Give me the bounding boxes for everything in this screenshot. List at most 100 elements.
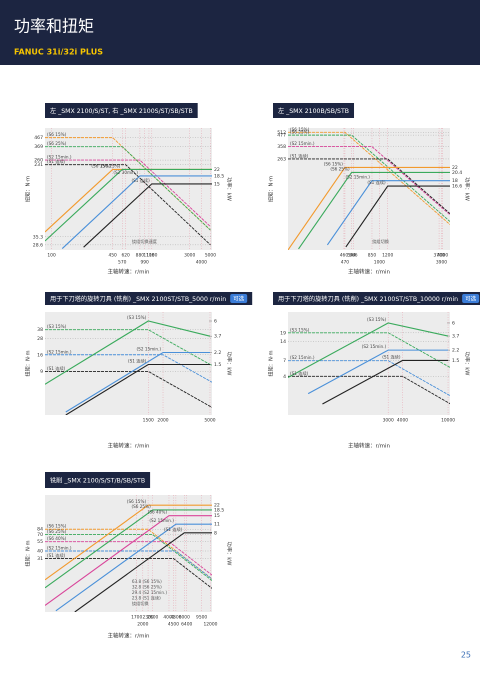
y2-tick-label: 8	[214, 530, 217, 536]
y-tick-label: 9	[40, 369, 43, 375]
y-axis-label: 扭矩：N·m	[267, 350, 275, 376]
y-tick-label: 70	[37, 532, 43, 538]
x-tick-label: 1000	[374, 260, 385, 266]
x-tick-label: 6400	[181, 622, 192, 628]
y2-tick-label: 2.2	[452, 348, 459, 354]
y-tick-label: 19	[280, 330, 286, 336]
x-tick-label: 100	[47, 253, 56, 259]
chart-panel: 用于下刀塔的旋转刀具 (铣削) _SMX 2100ST/STB_5000 r/m…	[24, 292, 253, 450]
x-tick-label: 3000	[383, 418, 394, 424]
series-label: (S6 15%)	[47, 524, 67, 529]
series-label: (S1 连续)	[47, 365, 66, 372]
series-label: (S1 连续)	[47, 552, 66, 559]
x-axis-label: 主轴转速：r/min	[348, 268, 391, 276]
y-axis-label: 扭矩：N·m	[24, 176, 32, 202]
y-tick-label: 7	[283, 358, 286, 364]
y-tick-label: 260	[34, 158, 43, 164]
series-label: (S1 连续)	[290, 370, 309, 377]
annotation: 63.8 (S6 15%)	[132, 579, 162, 584]
x-tick-label: 3900	[436, 260, 447, 266]
series-label: (S2 15min.)	[345, 175, 370, 180]
y2-tick-label: 3.7	[214, 334, 221, 340]
y-tick-label: 35.3	[33, 234, 43, 240]
y2-tick-label: 18.5	[214, 173, 224, 179]
series-label: (S2 15min.)	[290, 141, 315, 146]
x-tick-label: 2600	[147, 615, 158, 621]
x-tick-label: 470	[341, 260, 350, 266]
y-tick-label: 512	[277, 130, 286, 136]
x-tick-label: 1180	[146, 253, 157, 259]
y-tick-label: 84	[37, 527, 43, 533]
page-title: 功率和扭矩	[14, 17, 94, 36]
x-tick-label: 6000	[179, 615, 190, 621]
series-label: (S1 连续)	[290, 152, 309, 159]
x-tick-label: 2000	[157, 418, 168, 424]
chart-title: 用于下刀塔的旋转刀具 (铣削) _SMX 2100ST/STB_10000 r/…	[278, 295, 458, 303]
y2-tick-label: 11	[214, 522, 220, 528]
chart-panel: 用于下刀塔的旋转刀具 (铣削) _SMX 2100ST/STB_10000 r/…	[267, 292, 480, 450]
chart-panel: 铣削 _SMX 2100/S/ST/B/SB/STB31405570848111…	[24, 472, 234, 640]
x-tick-label: 5000	[204, 418, 215, 424]
x-tick-label: 850	[368, 253, 377, 259]
y2-tick-label: 15	[214, 181, 220, 187]
y2-tick-label: 22	[452, 165, 458, 171]
series-label: (S1 连续)	[131, 177, 150, 184]
series-label: (S1 连续)	[164, 526, 183, 533]
page-subtitle: FANUC 31i/32i PLUS	[14, 48, 103, 57]
x-tick-label: 450	[108, 253, 117, 259]
x-tick-label: 566	[349, 253, 358, 259]
series-label: (S6 15%)	[47, 132, 67, 137]
annotation: 绕组切换	[372, 238, 390, 245]
y2-tick-label: 16.6	[452, 184, 462, 190]
y-tick-label: 31	[37, 556, 43, 562]
series-label: (S1 连续)	[367, 179, 386, 186]
x-tick-label: 1500	[143, 418, 154, 424]
series-label: (S6 40%)	[47, 536, 67, 541]
plot-area	[288, 312, 450, 415]
x-tick-label: 990	[140, 260, 149, 266]
y2-tick-label: 3.7	[452, 334, 459, 340]
series-label: (S2 30min.)	[113, 170, 138, 175]
y2-tick-label: 22	[214, 503, 220, 509]
y-tick-label: 369	[34, 144, 43, 150]
y2-tick-label: 2.2	[214, 350, 221, 356]
x-tick-label: 5000	[205, 253, 216, 259]
page-number: 25	[461, 651, 471, 660]
y-tick-label: 14	[280, 339, 286, 345]
y2-tick-label: 1.5	[214, 362, 221, 368]
series-label: (S3 15%)	[367, 317, 387, 322]
x-axis-label: 主轴转速：r/min	[108, 632, 151, 640]
x-tick-label: 9500	[196, 615, 207, 621]
series-label: (S1 连续)	[382, 353, 401, 360]
y-tick-label: 40	[37, 549, 43, 555]
chart-title: 左 _SMX 2100B/SB/STB	[278, 107, 349, 115]
series-label: (S2 15min.)	[47, 546, 72, 551]
y-axis-label: 扭矩：N·m	[24, 350, 32, 376]
series-label: (S1 连续)	[128, 358, 147, 365]
y-tick-label: 28	[37, 336, 43, 342]
series-label: (S6 25%)	[131, 504, 151, 509]
series-label: (S3 15%)	[290, 327, 310, 332]
y2-tick-label: 18	[452, 178, 458, 184]
y2-axis-label: 功率：kW	[226, 542, 234, 566]
badge-label: 可选	[233, 295, 245, 303]
chart-title: 铣削 _SMX 2100/S/ST/B/SB/STB	[50, 477, 145, 485]
annotation: 29.4 (S2 15min.)	[132, 590, 167, 595]
y-tick-label: 4	[283, 374, 286, 380]
y2-axis-label: 功率：kW	[226, 352, 234, 376]
series-label: (S2 15min.)	[149, 518, 174, 523]
x-tick-label: 620	[121, 253, 130, 259]
y2-axis-label: 功率：kW	[464, 352, 472, 376]
x-tick-label: 3000	[184, 253, 195, 259]
annotation: 绕组切换速度	[132, 238, 158, 245]
y-axis-label: 扭矩：N·m	[267, 176, 275, 202]
x-tick-label: 4000	[196, 260, 207, 266]
chart-panel: 左 _SMX 2100B/SB/STB26335847751216.61820.…	[267, 103, 472, 276]
series-label: (S6 25%)	[330, 166, 350, 171]
y-tick-label: 467	[34, 135, 43, 141]
chart-title: 用于下刀塔的旋转刀具 (铣削) _SMX 2100ST/STB_5000 r/m…	[50, 295, 226, 303]
series-label: (S6 40%)	[148, 510, 168, 515]
y-tick-label: 38	[37, 327, 43, 333]
